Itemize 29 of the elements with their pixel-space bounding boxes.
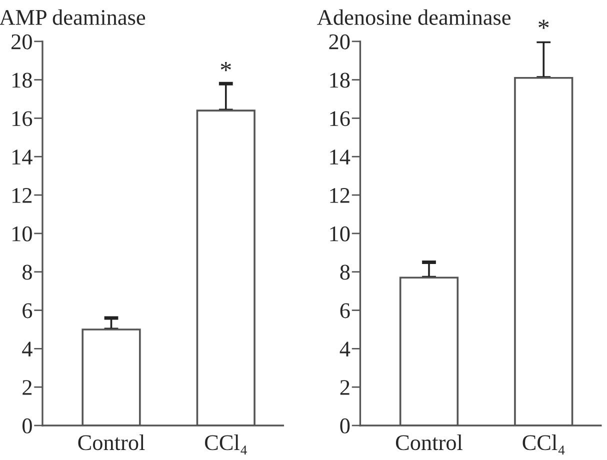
y-tick-label: 20 [12,34,32,50]
y-tick-label: 2 [22,380,32,395]
y-tick-label: 18 [330,72,350,88]
y-tick-label: 2 [340,380,350,395]
y-tick-label: 14 [330,150,350,164]
y-tick-label: 20 [329,34,350,50]
y-tick-label: 16 [330,111,350,126]
y-tick-label: 8 [22,264,32,280]
annotation: * [538,20,549,29]
x-tick-label: CCl₄ [522,434,565,454]
y-tick-label: 12 [12,188,32,203]
annotation: * [220,62,231,72]
chart-title: Adenosine deaminase [317,9,511,25]
y-tick-label: 18 [12,72,32,88]
x-tick-label: Control [78,434,145,450]
y-tick-label: 6 [22,303,32,318]
y-tick-label: 0 [340,418,350,434]
x-tick-label: CCl₄ [205,434,247,454]
y-tick-label: 4 [340,342,350,356]
y-tick-label: 6 [340,303,350,318]
y-tick-label: 0 [22,418,32,434]
x-tick-label: Control [396,434,463,450]
y-tick-label: 10 [12,226,32,242]
y-tick-label: 16 [12,111,32,126]
y-tick-label: 14 [12,150,32,164]
y-tick-label: 8 [340,264,350,280]
y-tick-label: 4 [22,342,32,356]
y-tick-label: 12 [330,188,350,203]
y-tick-label: 10 [330,226,350,242]
